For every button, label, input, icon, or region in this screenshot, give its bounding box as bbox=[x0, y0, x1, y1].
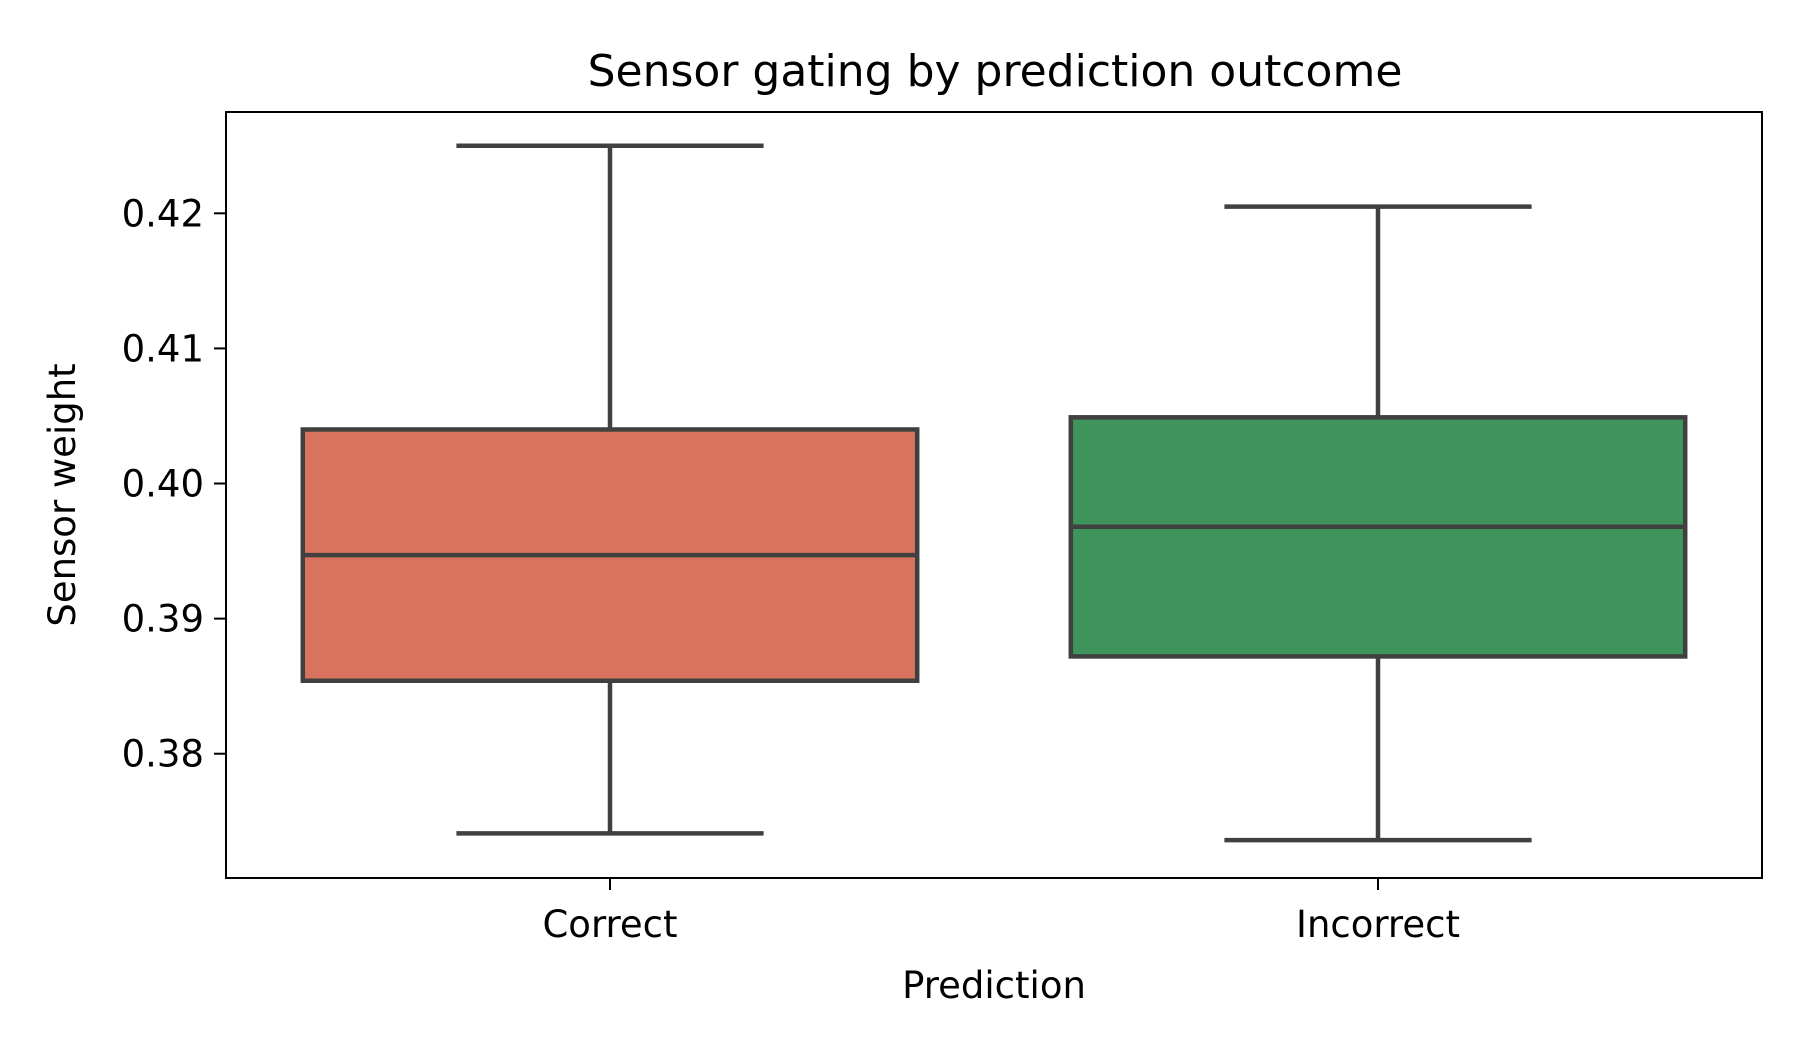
chart-title: Sensor gating by prediction outcome bbox=[588, 46, 1403, 97]
x-axis-label: Prediction bbox=[902, 964, 1086, 1007]
y-tick-label: 0.42 bbox=[122, 192, 204, 235]
y-axis-label: Sensor weight bbox=[41, 363, 84, 626]
iqr-box bbox=[1068, 415, 1688, 659]
y-tick-label: 0.41 bbox=[122, 327, 204, 370]
y-tick-label: 0.38 bbox=[122, 733, 204, 776]
x-axis: Correct Incorrect bbox=[542, 878, 1460, 946]
box-group-incorrect bbox=[1068, 204, 1688, 843]
y-axis: 0.38 0.39 0.40 0.41 0.42 bbox=[122, 192, 226, 776]
x-tick-label: Incorrect bbox=[1296, 903, 1460, 946]
plot-frame bbox=[225, 111, 1763, 879]
plot-area bbox=[300, 143, 1688, 843]
y-tick-label: 0.40 bbox=[122, 463, 204, 506]
box-group-correct bbox=[300, 143, 920, 836]
y-tick-label: 0.39 bbox=[122, 598, 204, 641]
x-tick-label: Correct bbox=[542, 903, 677, 946]
